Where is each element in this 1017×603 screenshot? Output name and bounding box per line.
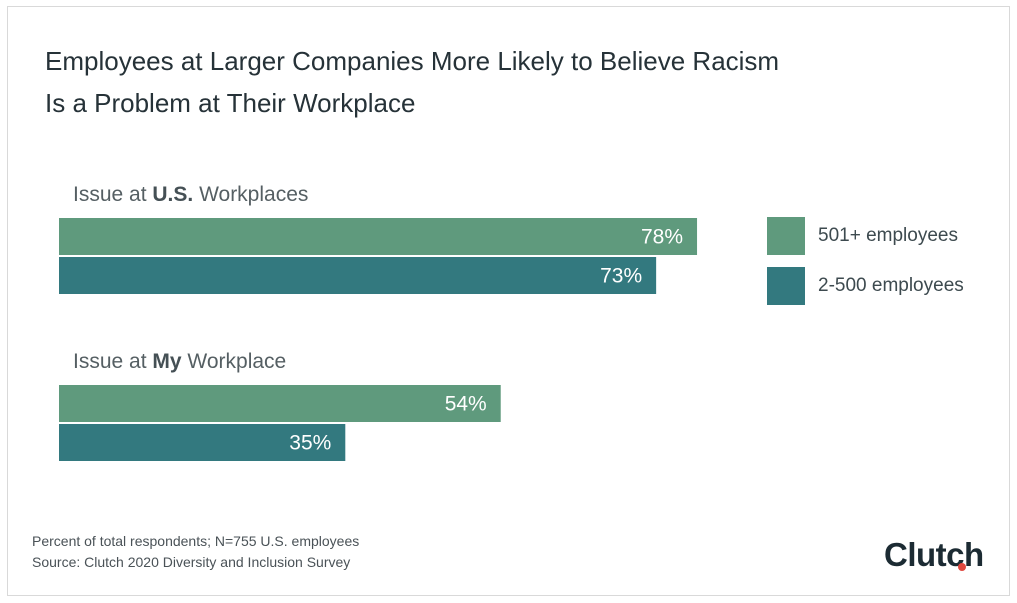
group-label-suffix: Workplace — [181, 350, 287, 373]
bar-value-label: 35% — [289, 432, 331, 455]
group-label-us-workplaces: Issue at U.S. Workplaces — [73, 183, 308, 207]
bar-2-500-us-workplaces — [59, 257, 657, 294]
chart-title-line-1: Employees at Larger Companies More Likel… — [45, 46, 780, 76]
group-label-emphasis: U.S. — [152, 183, 194, 206]
group-label-my-workplace: Issue at My Workplace — [73, 350, 286, 374]
legend-label-501-plus: 501+ employees — [818, 225, 958, 246]
footnote-source: Source: Clutch 2020 Diversity and Inclus… — [32, 554, 351, 570]
clutch-logo: Clutch — [884, 536, 984, 573]
legend-item-501-plus: 501+ employees — [767, 217, 958, 255]
group-label-emphasis: My — [152, 350, 182, 373]
bar-2-500-my-workplace — [59, 424, 346, 461]
footnote-respondents: Percent of total respondents; N=755 U.S.… — [32, 533, 360, 549]
legend-item-2-500: 2-500 employees — [767, 267, 964, 305]
legend-label-2-500: 2-500 employees — [818, 275, 964, 296]
bar-value-label: 54% — [445, 393, 487, 416]
bar-501-plus-my-workplace — [59, 385, 501, 422]
bar-value-label: 73% — [600, 265, 642, 288]
group-label-suffix: Workplaces — [193, 183, 309, 206]
clutch-logo-dot-icon — [958, 563, 966, 571]
legend-swatch-501-plus — [767, 217, 805, 255]
chart-frame — [7, 6, 1010, 596]
bar-value-label: 78% — [641, 226, 683, 249]
chart-title: Employees at Larger Companies More Likel… — [45, 40, 925, 124]
bar-501-plus-us-workplaces — [59, 218, 698, 255]
legend-swatch-2-500 — [767, 267, 805, 305]
group-label-prefix: Issue at — [73, 183, 153, 206]
chart-title-line-2: Is a Problem at Their Workplace — [45, 88, 416, 118]
group-label-prefix: Issue at — [73, 350, 153, 373]
